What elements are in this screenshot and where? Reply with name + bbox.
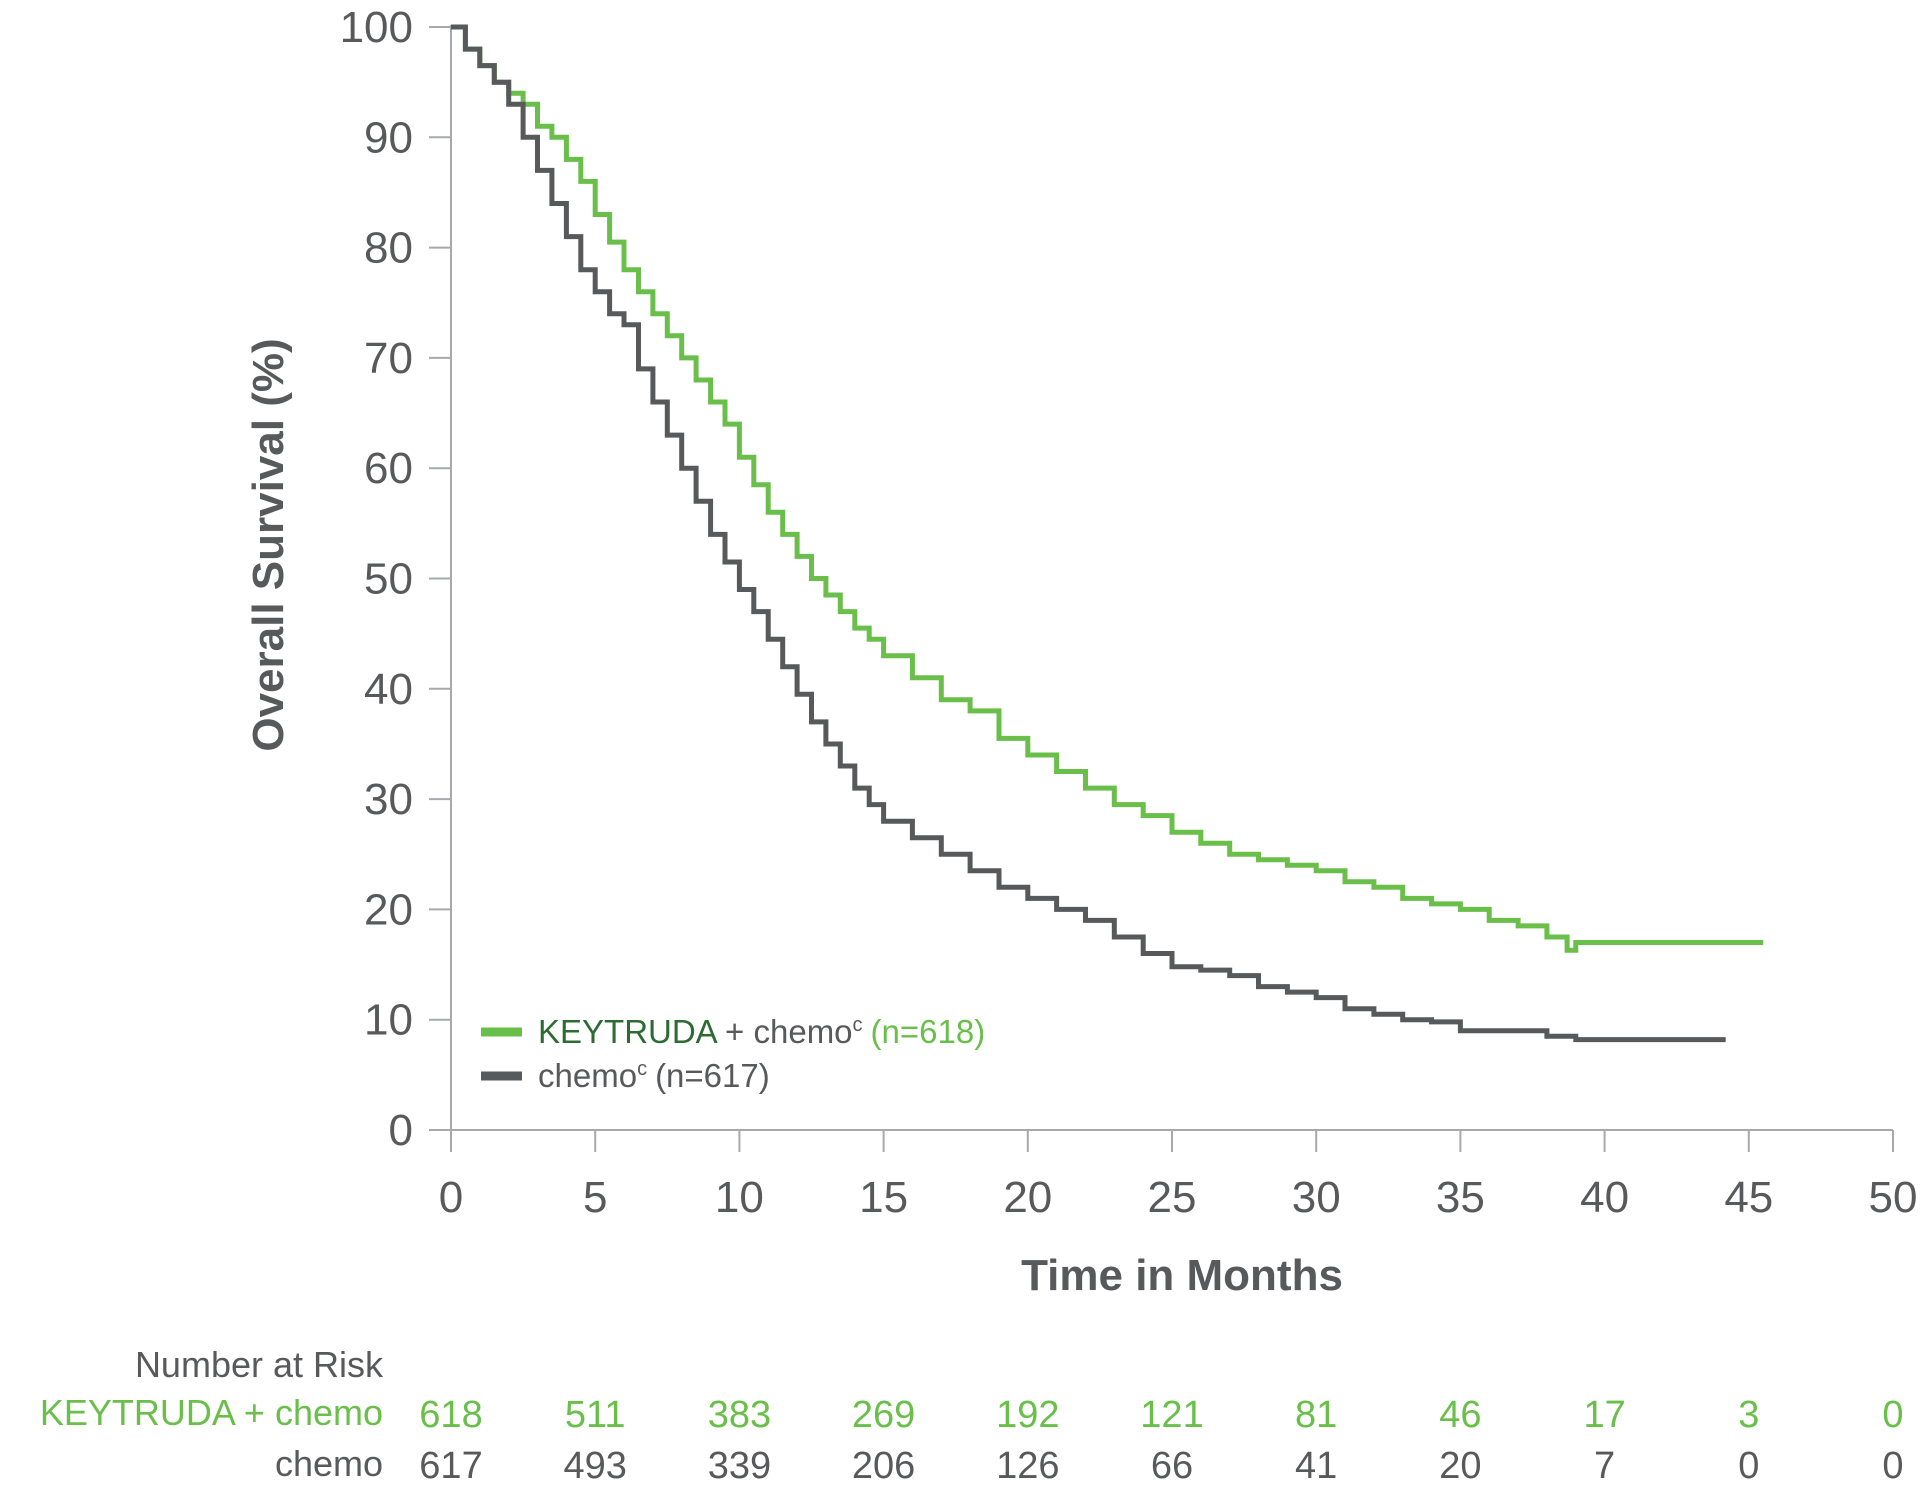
- risk-value: 81: [1295, 1394, 1337, 1436]
- x-tick-label: 25: [1148, 1173, 1197, 1222]
- chemo-survival-curve: [451, 24, 1726, 1043]
- y-tick-label: 90: [364, 113, 413, 162]
- y-tick-label: 80: [364, 224, 413, 273]
- y-axis-title: Overall Survival (%): [244, 338, 293, 751]
- risk-value: 0: [1882, 1394, 1903, 1436]
- y-tick-label: 20: [364, 885, 413, 934]
- x-axis-title: Time in Months: [1021, 1251, 1343, 1300]
- x-tick-label: 35: [1436, 1173, 1485, 1222]
- risk-value: 192: [996, 1394, 1059, 1436]
- risk-table-title: Number at Risk: [135, 1344, 384, 1385]
- risk-value: 66: [1151, 1445, 1193, 1487]
- x-tick-label: 30: [1292, 1173, 1341, 1222]
- x-tick-label: 40: [1580, 1173, 1629, 1222]
- y-tick-label: 40: [364, 665, 413, 714]
- legend-sample-size: (n=618): [871, 1013, 986, 1050]
- legend-entry: KEYTRUDA + chemoc (n=618): [538, 1013, 985, 1050]
- x-tick-label: 5: [583, 1173, 607, 1222]
- x-tick-label: 50: [1869, 1173, 1918, 1222]
- risk-value: 41: [1295, 1445, 1337, 1487]
- risk-value: 493: [563, 1445, 626, 1487]
- legend-footnote-mark: c: [637, 1058, 647, 1080]
- legend-series-name: KEYTRUDA: [538, 1013, 718, 1050]
- risk-value: 383: [708, 1394, 771, 1436]
- x-tick-label: 20: [1003, 1173, 1052, 1222]
- risk-value: 121: [1140, 1394, 1203, 1436]
- risk-value: 3: [1738, 1394, 1759, 1436]
- risk-row-label: KEYTRUDA + chemo: [40, 1392, 383, 1433]
- risk-value: 206: [852, 1445, 915, 1487]
- legend-sample-size: (n=617): [655, 1057, 770, 1094]
- risk-value: 0: [1738, 1445, 1759, 1487]
- risk-value: 46: [1439, 1394, 1481, 1436]
- risk-value: 269: [852, 1394, 915, 1436]
- risk-value: 7: [1594, 1445, 1615, 1487]
- x-tick-label: 45: [1724, 1173, 1773, 1222]
- keytruda-chemo-survival-curve: [451, 24, 1764, 953]
- risk-value: 17: [1583, 1394, 1625, 1436]
- x-tick-label: 10: [715, 1173, 764, 1222]
- legend-entry: chemoc (n=617): [538, 1057, 770, 1094]
- y-tick-label: 50: [364, 555, 413, 604]
- risk-value: 511: [565, 1394, 626, 1436]
- y-tick-label: 60: [364, 444, 413, 493]
- risk-value: 126: [996, 1445, 1059, 1487]
- risk-value: 0: [1882, 1445, 1903, 1487]
- risk-value: 20: [1439, 1445, 1481, 1487]
- x-tick-label: 15: [859, 1173, 908, 1222]
- risk-value: 618: [419, 1394, 482, 1436]
- y-tick-label: 100: [340, 3, 413, 52]
- y-tick-label: 30: [364, 775, 413, 824]
- y-tick-label: 0: [389, 1106, 413, 1155]
- risk-value: 617: [419, 1445, 482, 1487]
- legend-series-suffix: + chemo: [716, 1013, 853, 1050]
- risk-value: 339: [708, 1445, 771, 1487]
- risk-row-label: chemo: [275, 1443, 383, 1484]
- y-tick-label: 70: [364, 334, 413, 383]
- legend-series-name: chemo: [538, 1057, 637, 1094]
- y-tick-label: 10: [364, 996, 413, 1045]
- legend-footnote-mark: c: [853, 1014, 863, 1036]
- x-tick-label: 0: [439, 1173, 463, 1222]
